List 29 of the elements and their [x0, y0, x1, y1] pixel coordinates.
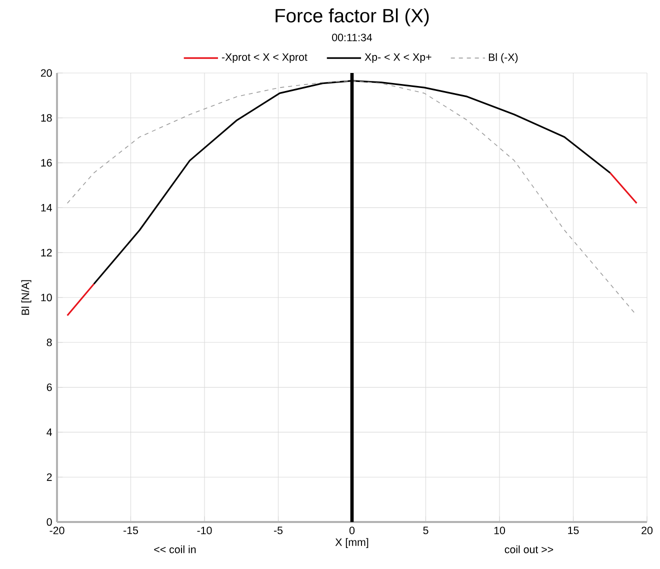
y-tick-label: 2	[46, 473, 52, 481]
legend-label: Xp- < X < Xp+	[364, 53, 432, 63]
y-tick-label: 8	[46, 338, 52, 346]
x-tick-label: -10	[197, 526, 212, 534]
y-tick-label: 12	[41, 248, 52, 256]
text: << coil in	[154, 545, 196, 554]
x-tick-label: -20	[50, 526, 64, 534]
x-tick-label: 10	[494, 526, 506, 534]
y-tick-label: 4	[46, 428, 52, 436]
chart-subtitle: 00:11:34	[332, 34, 372, 42]
x-tick-label: 5	[423, 526, 428, 534]
x-tick-label: 0	[349, 526, 355, 534]
chart-title: Force factor Bl (X)	[276, 8, 429, 26]
y-tick-label: 20	[40, 69, 52, 77]
y-tick-label: 14	[41, 204, 52, 212]
text: coil out >>	[504, 545, 554, 554]
y-tick-label: 18	[41, 114, 52, 122]
x-tick-label: 15	[568, 526, 579, 534]
x-tick-label: -15	[124, 526, 138, 534]
y-tick-label: 6	[46, 384, 52, 392]
x-tick-label: -5	[274, 526, 283, 534]
y-axis-title: Bl [N/A]	[21, 280, 32, 315]
y-tick-label: 10	[41, 294, 52, 302]
y-tick-label: 16	[41, 159, 52, 167]
x-axis-title: X [mm]	[335, 538, 368, 548]
x-tick-label: 20	[642, 526, 653, 534]
legend-label: -Xprot < X < Xprot	[222, 53, 308, 63]
y-tick-label: 0	[46, 518, 52, 526]
legend-label: Bl (-X)	[488, 53, 518, 64]
